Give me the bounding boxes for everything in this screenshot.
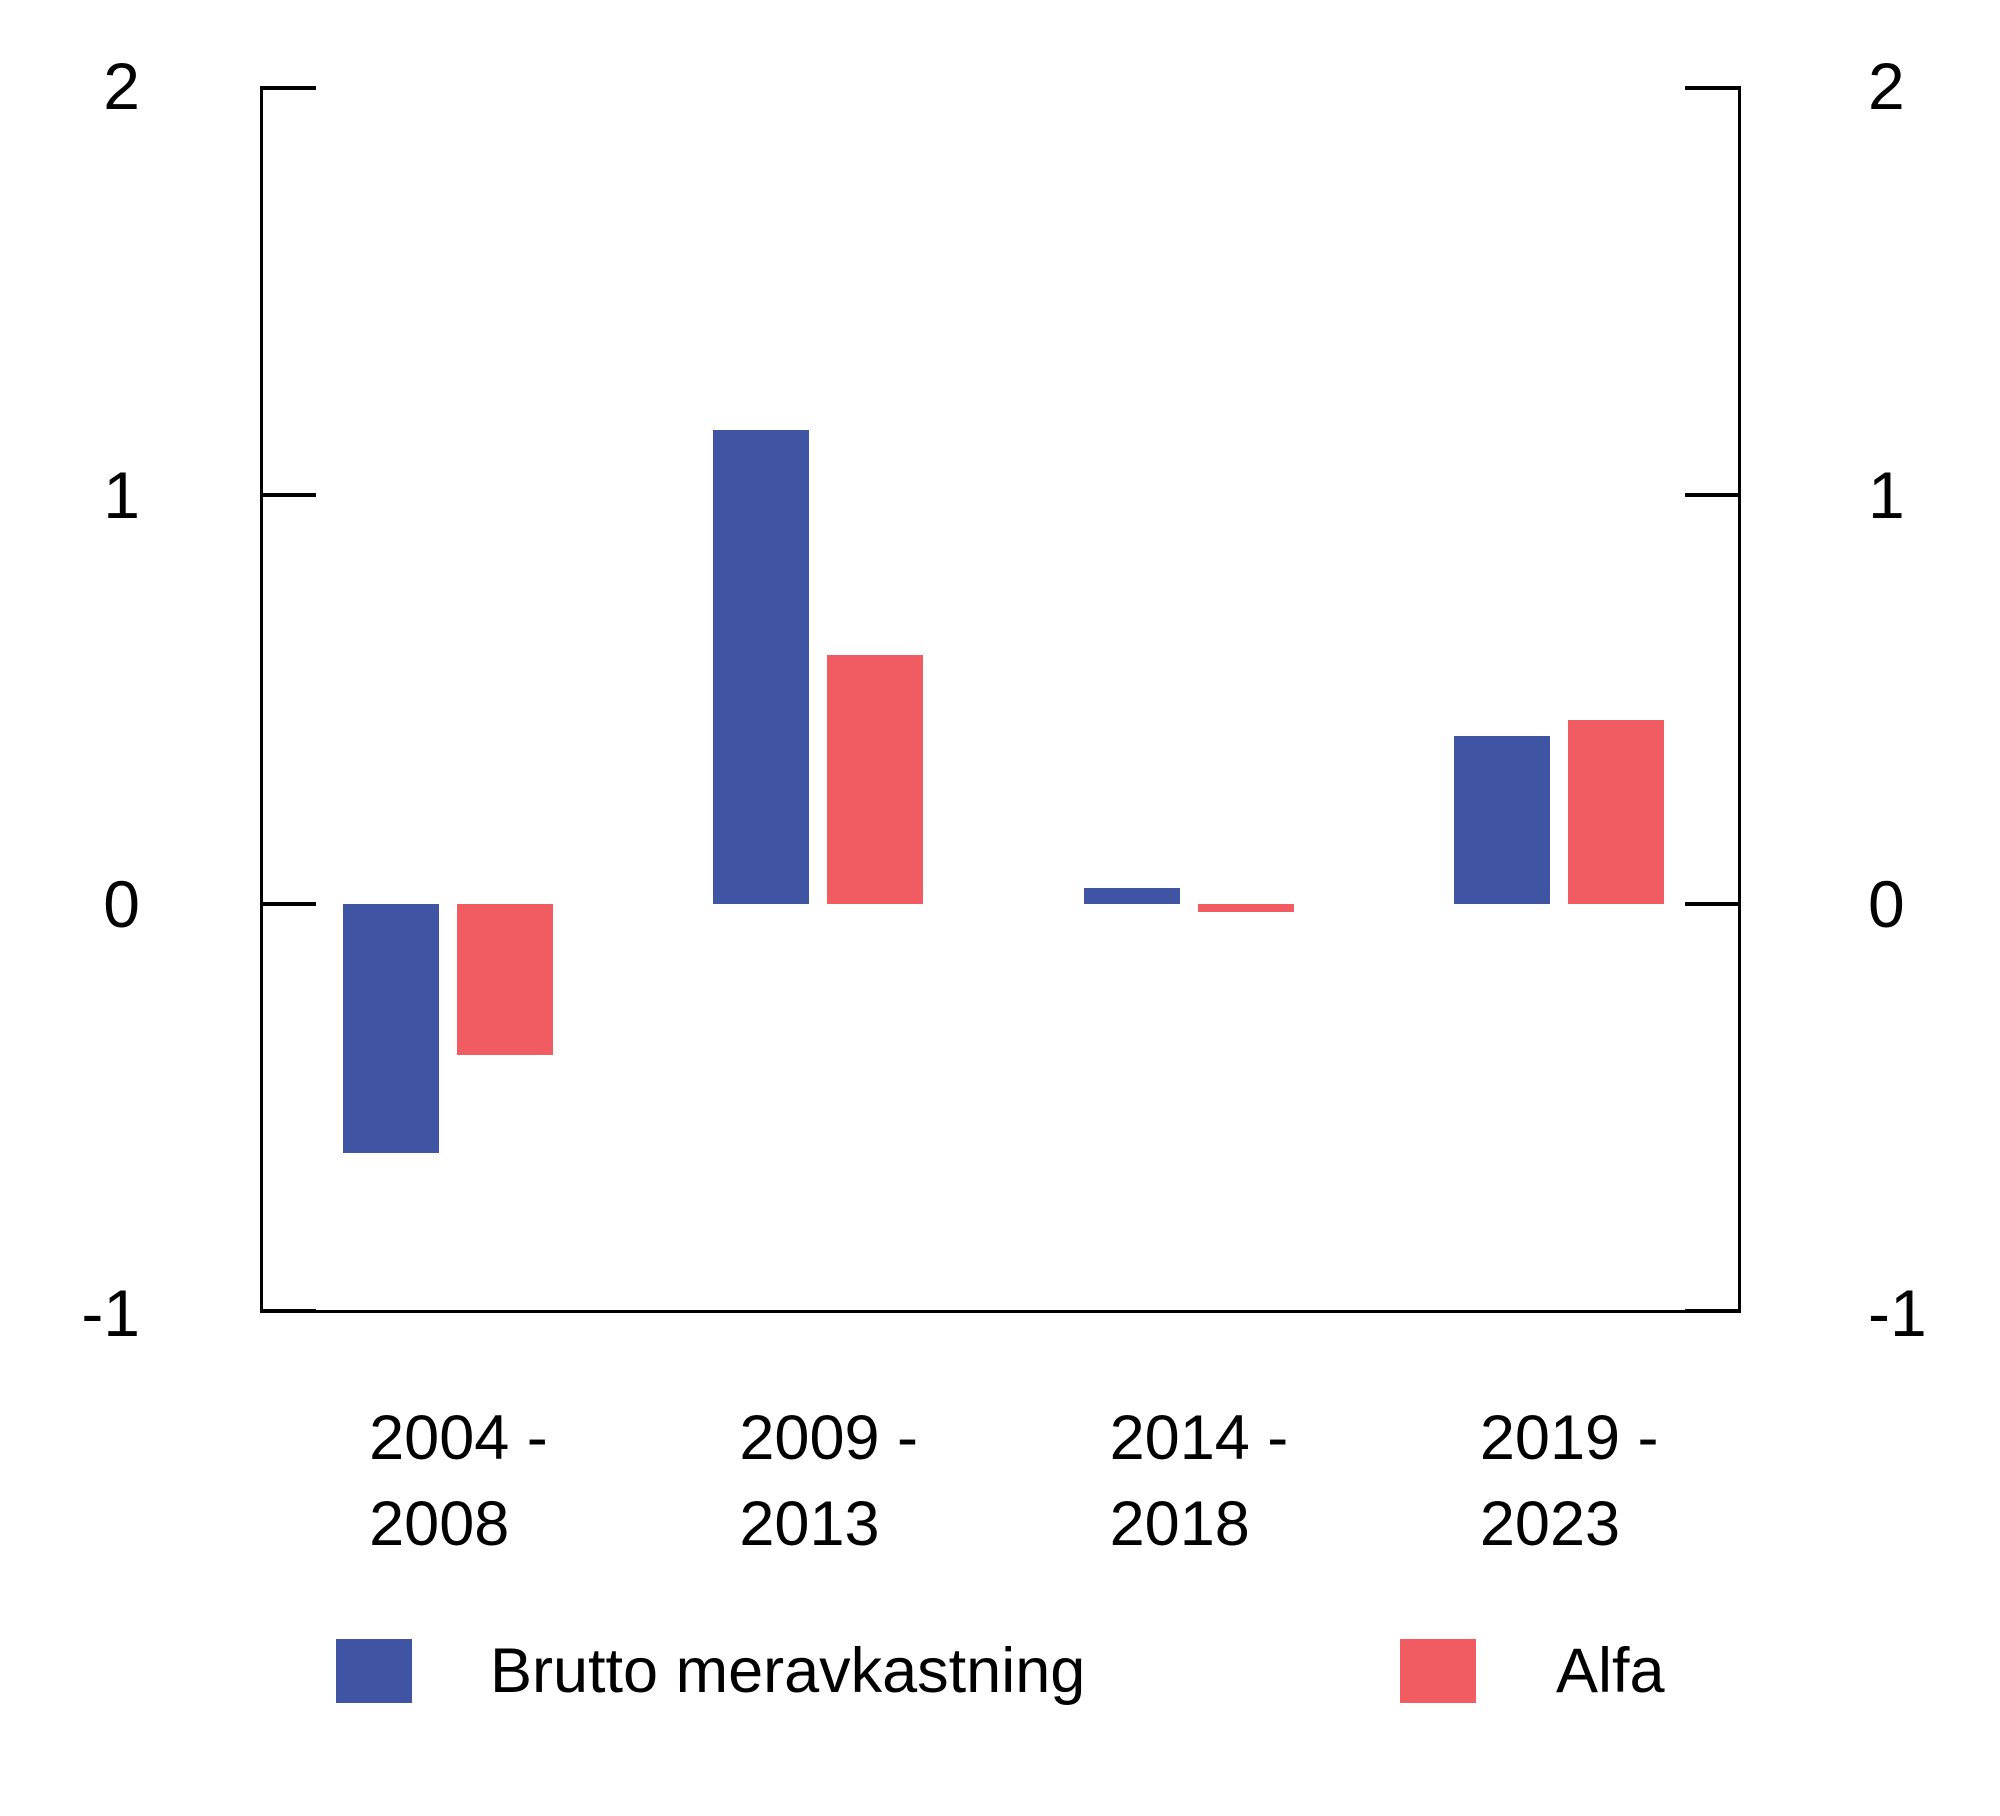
plot-area (260, 86, 1741, 1313)
bar-brutto-meravkastning-2014-2018 (1083, 887, 1180, 904)
y-tick-label-right-1: 1 (1868, 458, 1905, 532)
category-label-line: 2023 (1479, 1489, 1621, 1559)
bar-alfa-2019-2023 (1567, 719, 1664, 904)
y-tick-left--1 (263, 1309, 316, 1313)
y-tick-right-1 (1685, 493, 1738, 497)
y-tick-label-left--1: -1 (81, 1276, 140, 1350)
y-tick-right-0 (1685, 902, 1738, 906)
y-tick-label-right-0: 0 (1868, 867, 1905, 941)
y-tick-label-left-2: 2 (103, 49, 140, 123)
legend-swatch-brutto-meravkastning (336, 1639, 412, 1703)
y-tick-left-0 (263, 902, 316, 906)
legend-item-brutto-meravkastning: Brutto meravkastning (336, 1636, 1086, 1706)
y-tick-label-right--1: -1 (1868, 1276, 1927, 1350)
category-label-line: 2014 - (1109, 1403, 1289, 1473)
bar-brutto-meravkastning-2019-2023 (1453, 736, 1550, 904)
y-tick-left-2 (263, 86, 316, 90)
y-tick-label-right-2: 2 (1868, 49, 1905, 123)
y-tick-label-left-0: 0 (103, 867, 140, 941)
category-label-line: 2009 - (739, 1403, 919, 1473)
legend-label-alfa: Alfa (1556, 1636, 1665, 1706)
category-label-2018: 2014 - 2018 (1110, 1395, 1440, 1567)
y-tick-right-2 (1685, 86, 1738, 90)
bar-alfa-2004-2008 (457, 904, 554, 1056)
bar-alfa-2009-2013 (827, 654, 924, 904)
y-tick-label-left-1: 1 (103, 458, 140, 532)
y-tick-left-1 (263, 493, 316, 497)
category-label-line: 2013 (739, 1489, 880, 1559)
bar-alfa-2014-2018 (1197, 904, 1294, 913)
category-label-2008: 2004 - 2008 (369, 1395, 699, 1567)
legend-label-brutto-meravkastning: Brutto meravkastning (490, 1636, 1086, 1706)
category-label-line: 2008 (369, 1489, 510, 1559)
category-label-2023: 2019 - 2023 (1480, 1395, 1810, 1567)
legend-item-alfa: Alfa (1400, 1636, 1665, 1706)
category-label-line: 2019 - (1479, 1403, 1659, 1473)
category-label-line: 2018 (1109, 1489, 1250, 1559)
legend-swatch-alfa (1400, 1639, 1476, 1703)
category-label-line: 2004 - (369, 1403, 548, 1473)
bar-brutto-meravkastning-2009-2013 (713, 429, 810, 904)
y-tick-right--1 (1685, 1309, 1738, 1313)
category-label-2013: 2009 - 2013 (739, 1395, 1069, 1567)
bar-brutto-meravkastning-2004-2008 (343, 904, 440, 1154)
